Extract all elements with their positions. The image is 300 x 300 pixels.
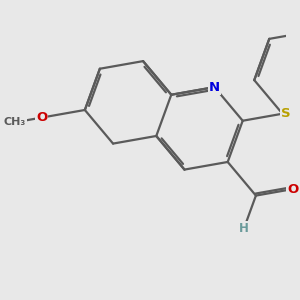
Text: H: H [239, 222, 249, 235]
Text: O: O [36, 111, 47, 124]
Text: O: O [287, 183, 298, 196]
Text: S: S [281, 106, 291, 120]
Text: N: N [209, 81, 220, 94]
Text: CH₃: CH₃ [4, 117, 26, 127]
